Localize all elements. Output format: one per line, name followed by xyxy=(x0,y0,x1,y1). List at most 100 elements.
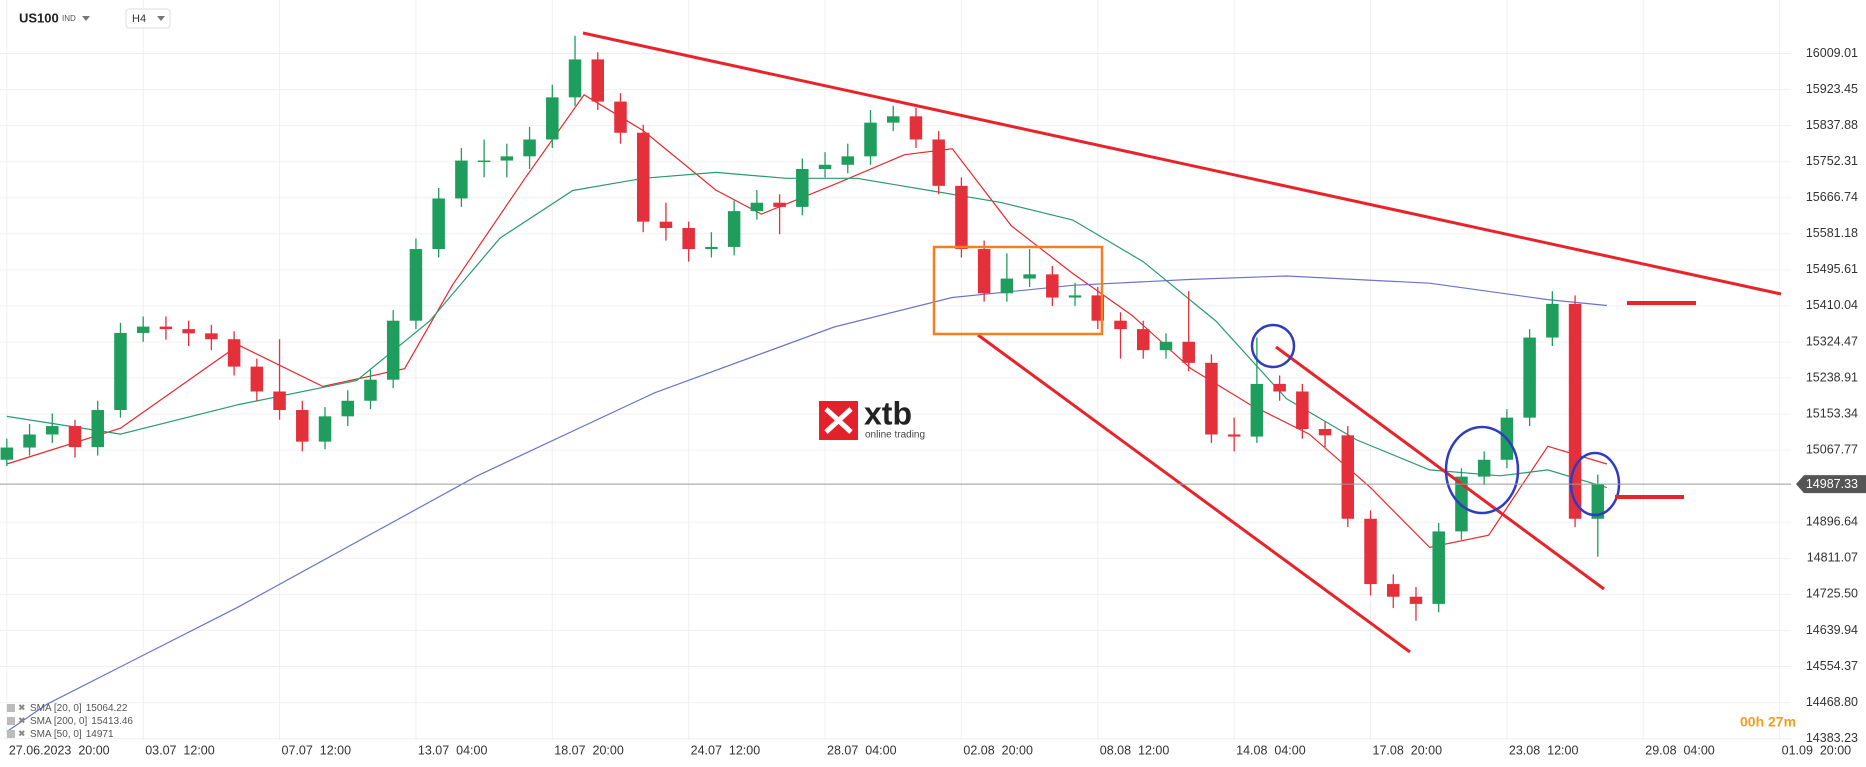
candle-body xyxy=(841,156,855,165)
trend-line xyxy=(582,31,1782,296)
candle-body xyxy=(1341,435,1355,519)
candle-body xyxy=(864,122,877,157)
legend-name: SMA [50, 0] xyxy=(30,729,82,740)
y-tick-label: 14554.37 xyxy=(1806,659,1858,673)
candle-body xyxy=(591,59,605,102)
candle-body xyxy=(1182,341,1195,363)
candle-body xyxy=(1068,295,1082,298)
y-tick-label: 15410.04 xyxy=(1806,298,1858,312)
trend-line xyxy=(977,333,1411,654)
candle-body xyxy=(136,326,150,333)
candle-body xyxy=(659,221,673,228)
timeframe-box[interactable] xyxy=(125,8,171,29)
symbol-dropdown[interactable] xyxy=(82,16,90,21)
legend-name: SMA [20, 0] xyxy=(30,703,82,714)
legend-icon xyxy=(7,730,15,738)
logo-x xyxy=(824,407,853,434)
highlight-circle xyxy=(1444,425,1520,515)
x-tick-label: 14.08 04:00 xyxy=(1236,743,1306,757)
trend-line xyxy=(1275,345,1605,591)
x-tick-label: 07.07 12:00 xyxy=(282,743,352,757)
candle-body xyxy=(159,326,173,330)
y-tick-label: 14725.50 xyxy=(1806,587,1858,601)
candle-body xyxy=(46,426,59,435)
y-tick-label: 15837.88 xyxy=(1806,118,1858,132)
legend-name: SMA [200, 0] xyxy=(30,716,87,727)
legend-icon-close: ✖ xyxy=(18,728,26,738)
candle-body xyxy=(1296,391,1309,429)
symbol[interactable]: US100 xyxy=(19,10,59,25)
x-tick-label: 24.07 12:00 xyxy=(691,743,761,757)
y-tick-label: 16009.01 xyxy=(1806,46,1858,60)
candles xyxy=(0,35,1605,621)
x-tick-label: 29.08 04:00 xyxy=(1645,743,1715,757)
y-tick-label: 14811.07 xyxy=(1807,551,1858,565)
candle-body xyxy=(227,339,241,367)
candle-body xyxy=(1318,428,1332,436)
x-tick-label: 27.06.2023 20:00 xyxy=(9,743,110,757)
y-tick-label: 15324.47 xyxy=(1806,334,1858,348)
timeframe[interactable]: H4 xyxy=(132,13,146,25)
axes: 16009.01 15923.45 15837.88 15752.31 15666.74… xyxy=(9,46,1858,757)
candle-body xyxy=(1250,383,1264,437)
candle-body xyxy=(205,333,218,340)
candle-body xyxy=(773,202,786,207)
legend-icon-close: ✖ xyxy=(18,702,26,712)
highlight-circle xyxy=(1250,323,1296,369)
legend-entry: SMA [200, 0] 15413.46 xyxy=(30,716,133,727)
candle-body xyxy=(91,410,104,448)
x-tick-label: 17.08 20:00 xyxy=(1373,743,1443,757)
x-tick-label: 13.07 04:00 xyxy=(418,743,488,757)
y-tick-label: 15923.45 xyxy=(1806,82,1858,96)
candle-body xyxy=(1409,596,1423,604)
candle-body xyxy=(409,249,423,321)
drawings xyxy=(582,31,1782,654)
candle-body xyxy=(750,202,764,212)
candle-body xyxy=(500,156,514,161)
candle-body xyxy=(455,160,468,199)
legend-icon xyxy=(7,704,15,712)
y-tick-label: 15495.61 xyxy=(1806,262,1858,276)
legend-entry: SMA [50, 0] 14971 xyxy=(30,729,114,740)
candle-body xyxy=(114,332,127,411)
candle-body xyxy=(1432,531,1445,604)
candle-body xyxy=(886,116,900,123)
range-box xyxy=(932,245,1104,336)
logo: xtb online trading xyxy=(819,395,925,441)
candle-body xyxy=(568,59,582,98)
x-tick-label: 18.07 20:00 xyxy=(554,743,624,757)
x-tick-label: 08.08 12:00 xyxy=(1100,743,1170,757)
candle-body xyxy=(636,132,650,222)
legend-value: 15413.46 xyxy=(91,716,133,727)
candle-body xyxy=(432,198,445,250)
candle-body xyxy=(614,101,627,133)
y-tick-label: 15581.18 xyxy=(1806,226,1858,240)
x-tick-label: 23.08 12:00 xyxy=(1509,743,1579,757)
last-price-tag xyxy=(1796,475,1866,494)
sma-line xyxy=(6,93,1608,549)
candle-body xyxy=(727,211,741,247)
y-tick-label: 14896.64 xyxy=(1806,515,1858,529)
candle-body xyxy=(1477,459,1491,477)
candle-body xyxy=(386,320,400,380)
candle-body xyxy=(0,447,14,460)
timeframe-dropdown[interactable] xyxy=(157,16,165,21)
x-tick-label: 28.07 04:00 xyxy=(827,743,897,757)
symbol-tag: IND xyxy=(62,14,76,23)
candle-body xyxy=(932,139,945,186)
candle-body xyxy=(818,164,832,169)
candle-body xyxy=(1159,341,1173,351)
candle-body xyxy=(1205,362,1218,435)
header: US100 IND H4 xyxy=(19,8,171,29)
legend: ✖ SMA [20, 0] 15064.22 ✖ SMA [200, 0] 15413.4… xyxy=(7,702,133,740)
candle-body xyxy=(1114,320,1127,330)
candle-body xyxy=(705,246,718,250)
candle-body xyxy=(1546,303,1559,338)
candle-body xyxy=(1227,434,1241,437)
candle-body xyxy=(546,97,559,140)
sma-line xyxy=(6,171,1608,489)
candle-body xyxy=(273,391,286,411)
legend-value: 14971 xyxy=(86,729,114,740)
